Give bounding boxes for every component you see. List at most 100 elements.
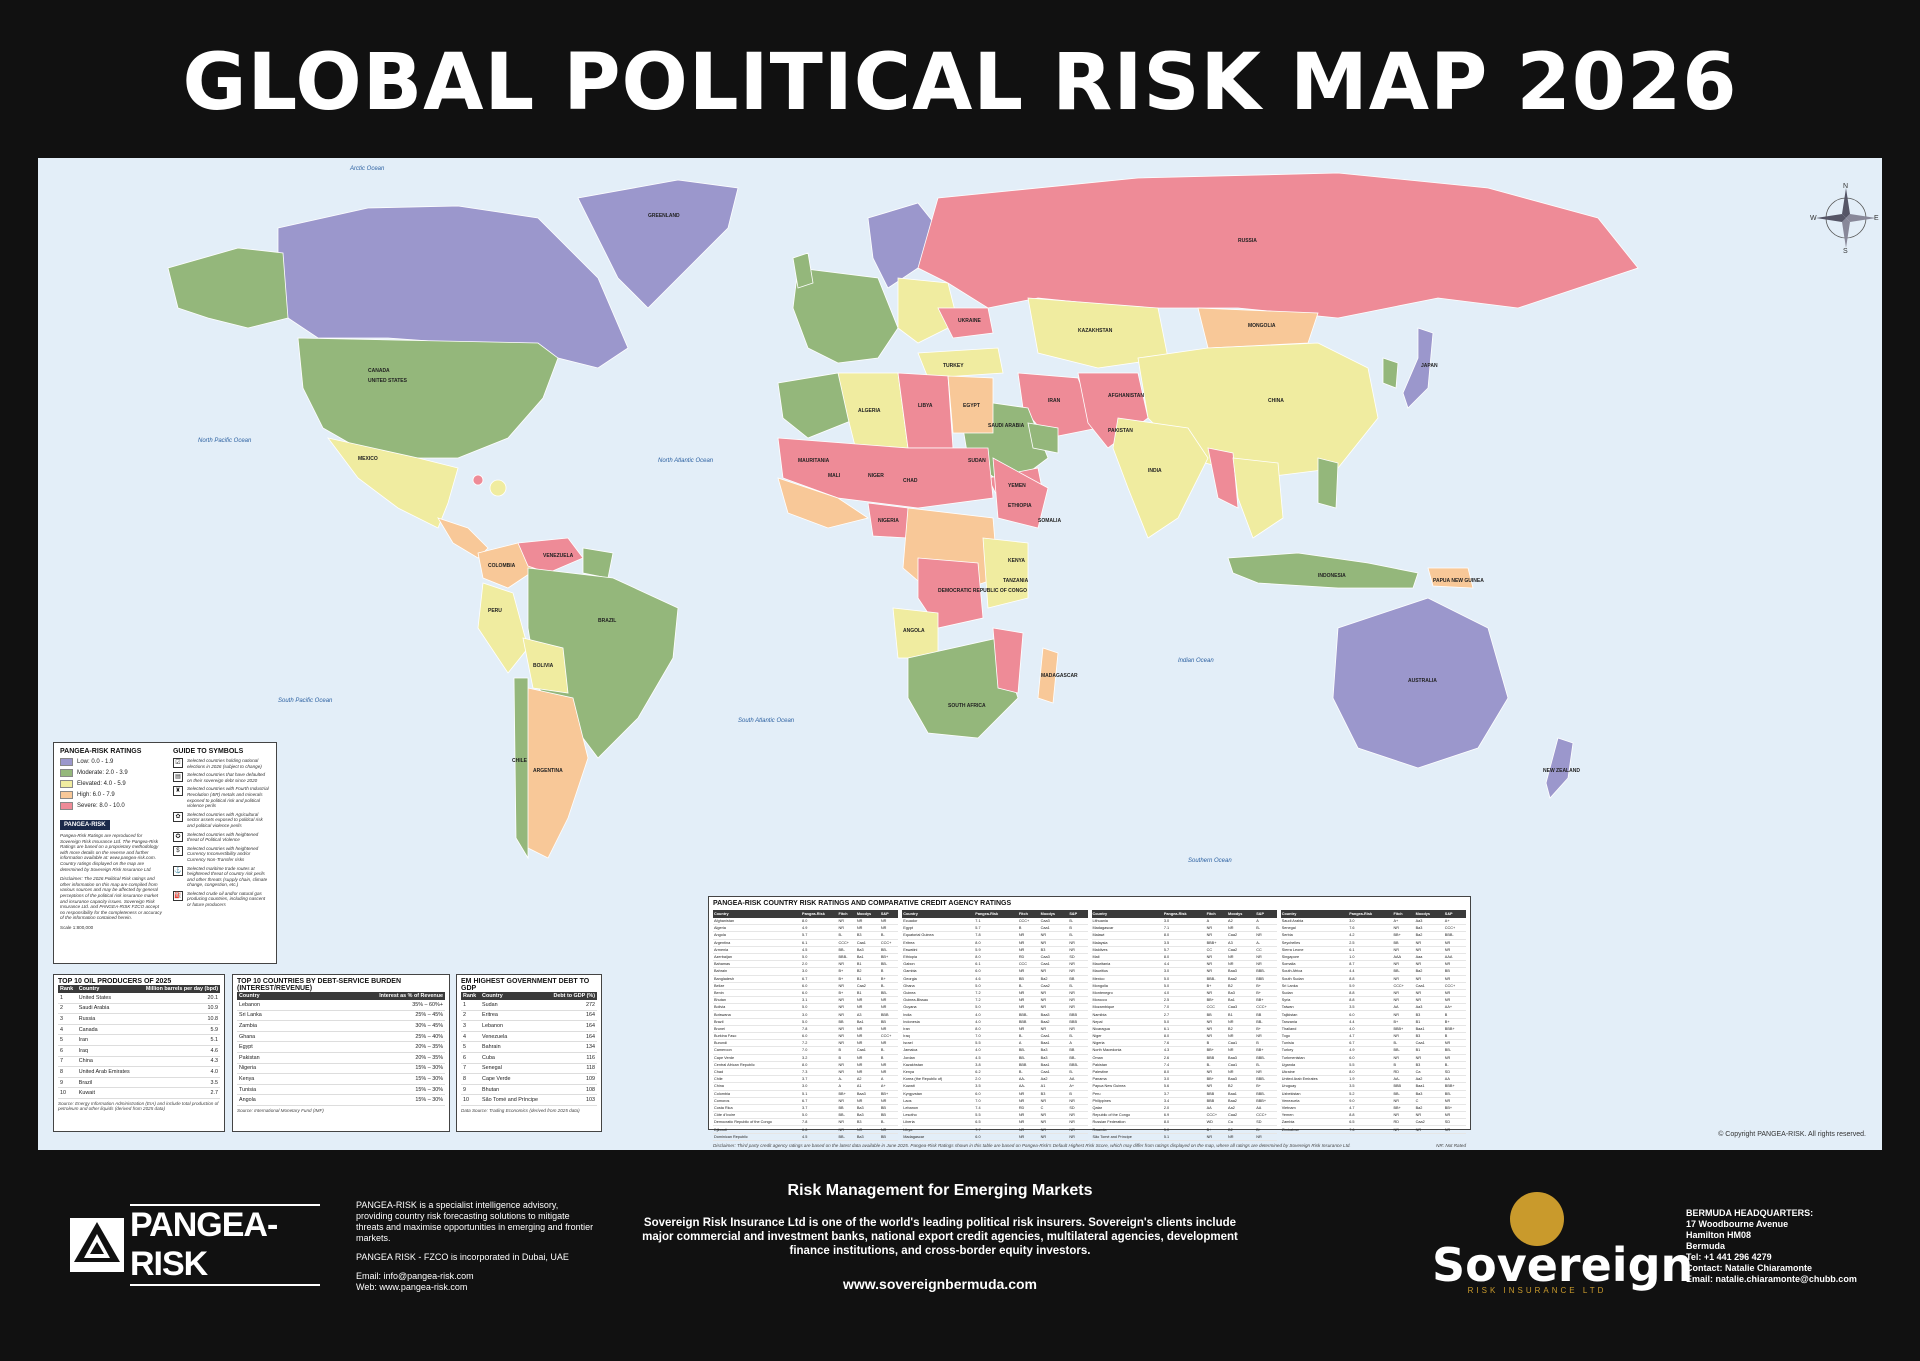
table-cell: Ba3 [1227,989,1256,998]
table-row: Turkey 4.9 BB- B1 BB- [1280,1046,1466,1055]
ocean-label: South Atlantic Ocean [738,718,795,724]
table-row: Costa Rica 3.7 BB Ba3 BB [713,1104,899,1113]
table-cell: A [879,1075,899,1084]
table-cell: Comoros [713,1097,802,1105]
country-label: GREENLAND [648,213,680,219]
table-cell: Caa1 [1227,1039,1256,1048]
table-cell: Papua New Guinea [1091,1082,1163,1091]
table-cell: B1 [855,989,880,998]
table-cell: BBB [1068,1018,1088,1026]
sovereign-url[interactable]: www.sovereignbermuda.com [843,1276,1037,1292]
table-cell: NR [1017,1125,1040,1134]
table-cell: Russia [76,1013,137,1025]
table-cell: Uganda [1280,1061,1349,1069]
table-cell: B- [1068,982,1088,990]
table-cell: CCC+ [879,1032,899,1041]
region-bolivia [522,637,569,694]
table-row: Cameroon 7.0 B Caa1 B- [713,1046,899,1055]
table-cell: 8.8 [1348,996,1393,1005]
ratings-columns: Country Pangea-Risk Fitch Moodys S&P Afghanis… [713,910,1466,1141]
country-label: INDIA [1148,468,1162,474]
pangea-email[interactable]: Email: info@pangea-risk.com [356,1271,474,1281]
pangea-web[interactable]: Web: www.pangea-risk.com [356,1282,468,1292]
table-cell: 8.0 [1162,953,1206,962]
table-cell: Thailand [1280,1025,1349,1034]
hq-line: Contact: Natalie Chiaramonte [1686,1263,1813,1273]
table-cell: 4.6 [974,975,1018,983]
col-header: Country [237,992,296,1000]
table-cell: BB- [837,1133,856,1141]
table-row: Angola 5.7 B- B3 B- [713,931,899,940]
table-row: Eritrea 8.0 NR NR NR [902,939,1088,947]
world-map[interactable]: Arctic Ocean North Pacific Ocean North A… [38,158,1882,1150]
country-label: ANGOLA [903,628,925,634]
table-row: Botswana 3.0 NR A3 BBB [713,1010,899,1019]
table-cell: Saudi Arabia [1280,918,1349,926]
table-cell: NR [855,1003,880,1012]
table-cell: 30% – 45% [295,1020,445,1032]
table-cell: Philippines [1091,1097,1163,1105]
region-turkey [917,347,1004,379]
table-cell: NR [1443,946,1466,954]
table-cell: São Tomé and Príncipe [480,1094,547,1106]
table-cell: BBB+ [1443,1082,1466,1091]
table-row: Zimbabwe 7.6 NR NR NR [1280,1125,1466,1134]
table-cell: NR [855,1068,880,1077]
table-cell: RD [1392,1118,1415,1127]
table-cell: 3.7 [1162,1090,1206,1098]
symbol-text: Selected countries with Agricultural sec… [186,811,263,828]
table-cell: 3.0 [801,1082,838,1091]
debt-title: TOP 10 COUNTRIES BY DEBT-SERVICE BURDEN … [237,978,402,992]
table-cell: NR [1392,1032,1415,1041]
table-cell: 6.9 [1162,1111,1206,1120]
table-cell: B+ [1205,1125,1228,1134]
legend-severe: Severe: 8.0 - 10.0 [60,802,163,810]
table-cell: 5.0 [974,1003,1018,1012]
table-cell: B- [879,982,899,990]
table-cell: Ca [1227,1118,1256,1127]
table-row: Côte d'Ivoire 5.0 BB- Ba3 BB [713,1111,899,1120]
table-cell: B- [837,931,856,940]
table-row: Afghanistan 8.0 NR NR NR [713,918,899,926]
pangea-risk-logo[interactable]: PANGEA-RISK [70,1204,320,1286]
table-cell: NR [1414,1125,1444,1134]
table-cell: Gambia [902,967,975,976]
table-cell: BB- [837,946,856,954]
table-cell: B [837,1046,856,1055]
table-row: Kyrgyzstan 6.0 NR B3 B [902,1090,1088,1098]
table-cell: 4.7 [1348,1032,1393,1041]
country-label: CHINA [1268,398,1284,404]
legend-elevated: Elevated: 4.0 - 5.9 [60,780,163,788]
region-eastern-europe [897,277,959,344]
country-label: INDONESIA [1318,573,1346,579]
table-cell: 6.0 [801,989,838,998]
table-cell: 2 [58,1003,77,1015]
table-cell: 7.2 [974,996,1018,1005]
table-cell: 7 [461,1063,481,1075]
table-cell: 8.0 [1162,1118,1206,1127]
table-cell: NR [1068,996,1088,1005]
table-row: Ghana 25% – 40% [237,1031,445,1043]
table-cell: NR [1017,1111,1040,1120]
col-header: Rank [58,985,77,993]
table-cell: 2.0 [974,1075,1018,1084]
table-cell: 5.7 [1162,946,1206,954]
table-cell: Mongolia [1091,982,1163,990]
table-cell: Cape Verde [480,1073,547,1085]
table-cell: CCC+ [1255,1111,1277,1120]
table-cell: 4.3 [1162,1046,1206,1055]
table-cell: Baa3 [855,1090,880,1098]
table-cell: NR [1414,960,1444,969]
country-label: SAUDI ARABIA [988,423,1025,429]
table-cell: 3.5 [1348,1003,1393,1012]
table-cell: SD [1068,953,1088,962]
table-cell: 108 [546,1084,597,1096]
table-cell: B- [1068,918,1088,926]
table-cell: NR [1443,989,1466,998]
sovereign-logo[interactable]: Sovereign RISK INSURANCE LTD [1432,1192,1693,1295]
table-cell: 3.4 [1162,1097,1206,1105]
country-label: RUSSIA [1238,238,1257,244]
table-cell: NR [1017,1025,1040,1034]
ocean-label: South Pacific Ocean [278,698,333,704]
country-label: MALI [828,473,841,479]
